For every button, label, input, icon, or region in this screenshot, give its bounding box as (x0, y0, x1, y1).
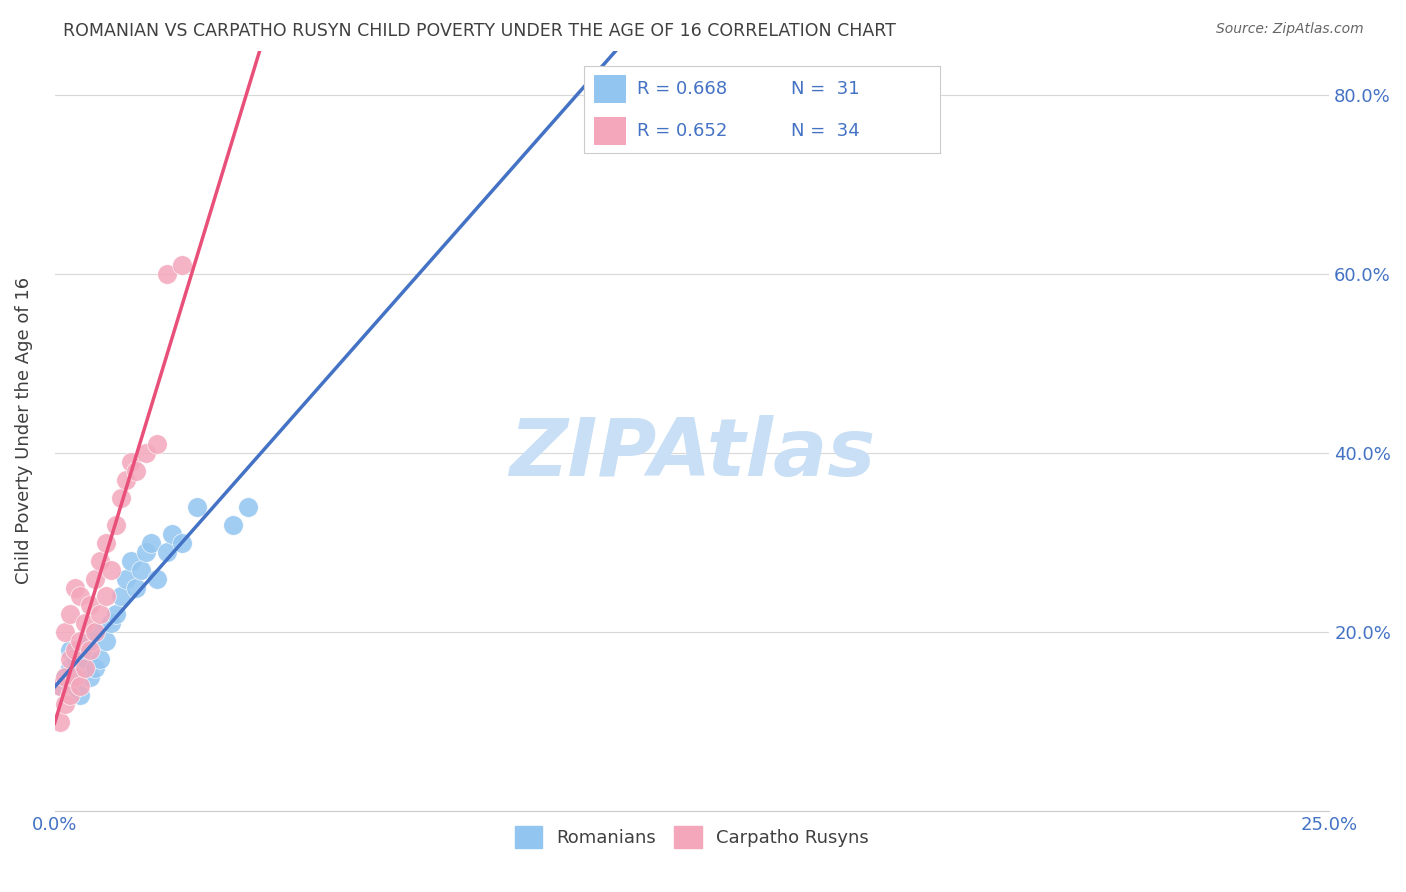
Point (79, 634, 101, 648)
Point (94, 590, 117, 604)
Point (63, 670, 86, 684)
Point (84, 625, 107, 640)
Point (84, 572, 107, 586)
Point (69, 590, 91, 604)
Point (89, 607, 111, 622)
Point (59, 661, 82, 675)
Point (238, 500, 260, 514)
Text: ZIPAtlas: ZIPAtlas (509, 415, 875, 492)
Text: ROMANIAN VS CARPATHO RUSYN CHILD POVERTY UNDER THE AGE OF 16 CORRELATION CHART: ROMANIAN VS CARPATHO RUSYN CHILD POVERTY… (63, 22, 896, 40)
Point (69, 634, 91, 648)
Point (110, 491, 132, 505)
Point (59, 688, 82, 702)
Point (84, 625, 107, 640)
Point (79, 599, 101, 613)
Point (222, 517, 245, 532)
Point (135, 545, 157, 559)
Point (63, 679, 86, 693)
Point (79, 670, 101, 684)
Point (69, 679, 91, 693)
Point (120, 455, 142, 469)
Point (129, 563, 152, 577)
Point (100, 616, 122, 631)
Point (145, 437, 167, 451)
Point (120, 554, 142, 568)
Point (186, 500, 208, 514)
Point (125, 464, 148, 478)
Point (53, 670, 76, 684)
Point (59, 652, 82, 666)
Point (94, 535, 117, 549)
Point (63, 581, 86, 595)
Point (53, 625, 76, 640)
Point (156, 545, 179, 559)
Point (115, 473, 138, 487)
Point (110, 590, 132, 604)
Point (48, 679, 70, 693)
Point (48, 679, 70, 693)
Point (125, 581, 148, 595)
Point (100, 563, 122, 577)
Point (160, 526, 183, 541)
Point (79, 643, 101, 657)
Point (84, 661, 107, 675)
Point (48, 714, 70, 729)
Legend: Romanians, Carpatho Rusyns: Romanians, Carpatho Rusyns (508, 819, 876, 855)
Point (69, 661, 91, 675)
Point (94, 634, 117, 648)
Point (115, 572, 138, 586)
Point (75, 661, 97, 675)
Point (135, 446, 157, 460)
Point (53, 697, 76, 711)
Point (63, 643, 86, 657)
Point (145, 572, 167, 586)
Point (104, 517, 127, 532)
Point (69, 688, 91, 702)
Point (141, 535, 163, 549)
Point (170, 259, 193, 273)
Point (59, 643, 82, 657)
Point (89, 652, 111, 666)
Point (89, 554, 111, 568)
Point (156, 268, 179, 282)
Point (170, 535, 193, 549)
Point (75, 616, 97, 631)
Point (53, 670, 76, 684)
Point (63, 652, 86, 666)
Y-axis label: Child Poverty Under the Age of 16: Child Poverty Under the Age of 16 (15, 277, 32, 584)
Point (75, 652, 97, 666)
Point (104, 607, 127, 622)
Text: Source: ZipAtlas.com: Source: ZipAtlas.com (1216, 22, 1364, 37)
Point (59, 607, 82, 622)
